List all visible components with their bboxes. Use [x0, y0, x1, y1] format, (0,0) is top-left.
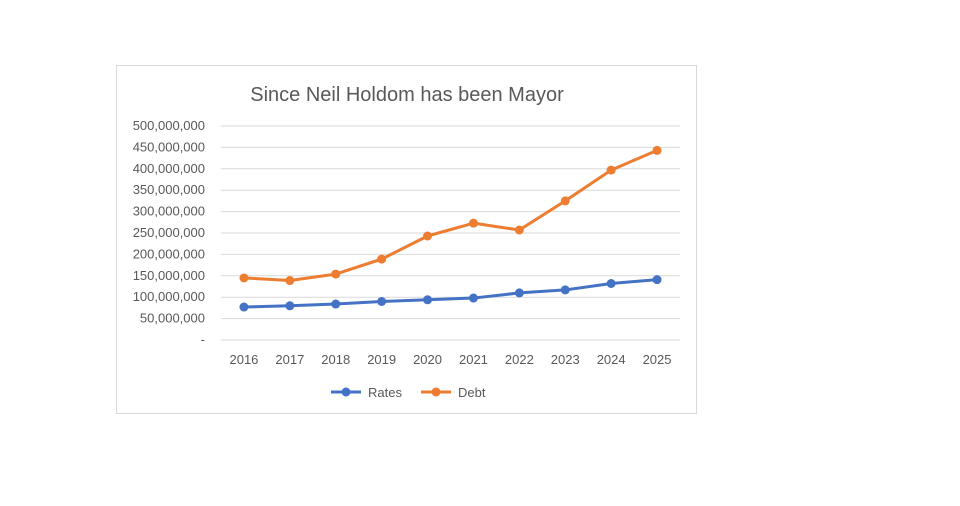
- series-lines: [239, 145, 662, 312]
- x-tick-label: 2016: [229, 352, 258, 367]
- data-point-rates: [423, 295, 433, 305]
- series-debt: [239, 145, 662, 286]
- y-tick-label: -: [201, 332, 205, 347]
- series-rates: [239, 275, 662, 312]
- data-point-debt: [331, 269, 341, 279]
- data-point-rates: [239, 302, 249, 312]
- y-tick-label: 50,000,000: [140, 311, 205, 326]
- y-tick-label: 100,000,000: [133, 289, 205, 304]
- y-tick-label: 150,000,000: [133, 268, 205, 283]
- data-point-debt: [377, 254, 387, 264]
- chart-frame: Since Neil Holdom has been Mayor - 50,000…: [116, 65, 697, 414]
- data-point-rates: [606, 279, 616, 289]
- data-point-debt: [239, 273, 249, 283]
- data-point-debt: [652, 145, 662, 155]
- x-tick-label: 2018: [321, 352, 350, 367]
- y-axis-tick-labels: - 50,000,000 100,000,000 150,000,000 200,000…: [133, 118, 205, 347]
- legend-item-debt: Debt: [421, 385, 486, 400]
- x-tick-label: 2025: [643, 352, 672, 367]
- legend-item-rates: Rates: [331, 385, 402, 400]
- line-chart: Since Neil Holdom has been Mayor - 50,000…: [133, 84, 680, 400]
- data-point-rates: [331, 299, 341, 309]
- y-tick-label: 400,000,000: [133, 161, 205, 176]
- data-point-debt: [423, 231, 433, 241]
- legend-label: Rates: [368, 385, 402, 400]
- series-line-debt: [242, 148, 659, 283]
- legend-label: Debt: [458, 385, 486, 400]
- y-tick-label: 300,000,000: [133, 204, 205, 219]
- x-tick-label: 2019: [367, 352, 396, 367]
- data-point-rates: [468, 293, 478, 303]
- x-axis-tick-labels: 2016 2017 2018 2019 2020 2021 2022 2023 2024 2025: [229, 352, 671, 367]
- y-tick-label: 450,000,000: [133, 139, 205, 154]
- data-point-debt: [285, 276, 295, 286]
- chart-title: Since Neil Holdom has been Mayor: [250, 84, 564, 106]
- y-tick-label: 250,000,000: [133, 225, 205, 240]
- x-tick-label: 2017: [275, 352, 304, 367]
- gridlines: [221, 125, 680, 341]
- legend-swatch-marker: [431, 387, 441, 397]
- series-line-rates: [242, 278, 659, 309]
- legend: Rates Debt: [331, 385, 486, 400]
- data-point-rates: [652, 275, 662, 285]
- x-tick-label: 2023: [551, 352, 580, 367]
- data-point-debt: [560, 196, 570, 206]
- x-tick-label: 2021: [459, 352, 488, 367]
- y-tick-label: 350,000,000: [133, 182, 205, 197]
- data-point-rates: [377, 296, 387, 306]
- y-tick-label: 500,000,000: [133, 118, 205, 133]
- data-point-debt: [514, 225, 524, 235]
- data-point-rates: [560, 285, 570, 295]
- data-point-debt: [606, 165, 616, 175]
- x-tick-label: 2020: [413, 352, 442, 367]
- data-point-rates: [285, 301, 295, 311]
- data-point-rates: [514, 288, 524, 298]
- legend-swatch-marker: [341, 387, 351, 397]
- data-point-debt: [468, 218, 478, 228]
- x-tick-label: 2024: [597, 352, 626, 367]
- y-tick-label: 200,000,000: [133, 246, 205, 261]
- x-tick-label: 2022: [505, 352, 534, 367]
